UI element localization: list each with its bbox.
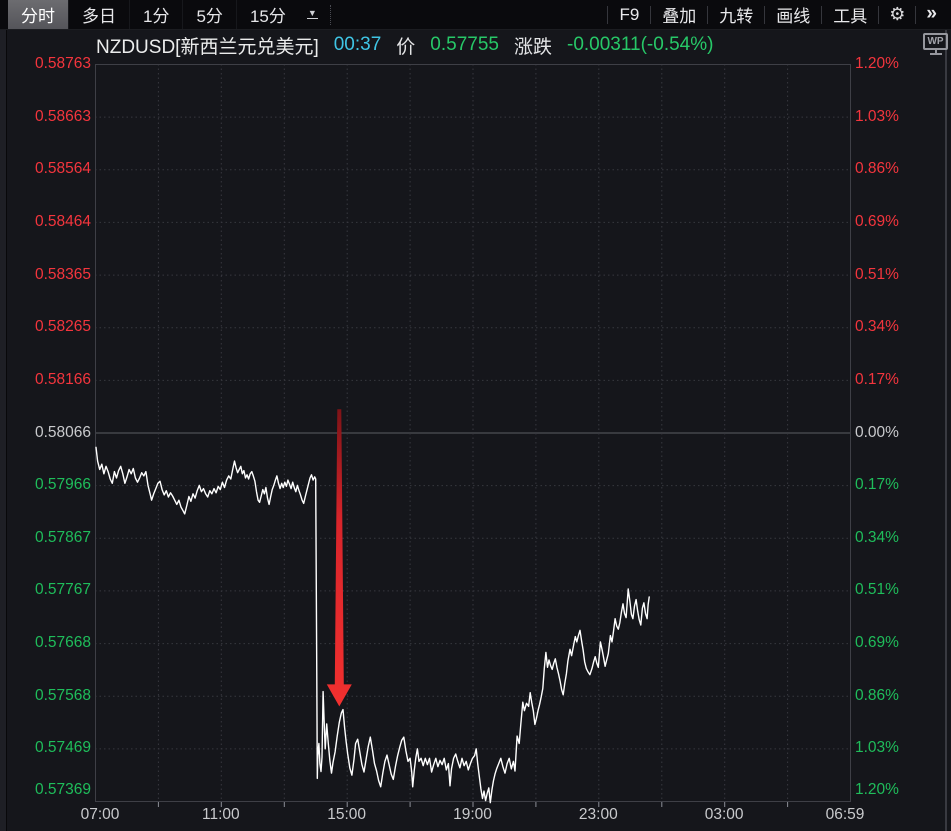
period-tab-1[interactable]: 多日 <box>68 0 129 29</box>
percent-tick-label: 0.34% <box>855 318 899 336</box>
toolbar-button-2[interactable]: 九转 <box>719 7 754 26</box>
toolbar-button-1[interactable]: 叠加 <box>662 7 697 26</box>
change-label: 涨跌 <box>513 36 552 58</box>
toolbar-separator <box>821 5 823 24</box>
quote-time: 00:37 <box>333 34 382 55</box>
monitor-stand <box>935 50 937 53</box>
period-tab-4[interactable]: 15分 <box>235 0 299 29</box>
last-price: 0.57755 <box>430 34 499 55</box>
wp-watermark-logo: WP <box>923 33 949 59</box>
percent-tick-label: 1.03% <box>855 739 899 757</box>
price-tick-label: 0.58365 <box>34 265 91 283</box>
time-tick-label: 11:00 <box>202 806 240 823</box>
percent-tick-label: 0.69% <box>855 634 899 652</box>
time-tick-label: 19:00 <box>453 806 492 823</box>
percent-tick-label: 0.17% <box>855 370 899 388</box>
toolbar-separator <box>764 5 766 24</box>
toolbar-separator <box>878 5 880 24</box>
toolbar-spacer <box>331 0 608 29</box>
percent-tick-label: 0.17% <box>855 476 899 494</box>
chevron-underline <box>306 18 318 19</box>
percent-tick-label: 0.86% <box>855 686 899 704</box>
toolbar-separator <box>707 5 709 24</box>
period-tab-3[interactable]: 5分 <box>182 0 235 29</box>
period-toolbar: 分时 多日 1分 5分 15分 ▼ F9 叠加 九转 画线 工具 ⚙ » <box>0 0 951 30</box>
toolbar-button-0[interactable]: F9 <box>619 4 640 24</box>
chevron-down-icon: ▼ <box>307 8 317 18</box>
price-tick-label: 0.57867 <box>34 528 91 546</box>
percent-tick-label: 1.20% <box>855 55 899 72</box>
price-tick-label: 0.58166 <box>34 370 91 388</box>
period-dropdown-button[interactable]: ▼ <box>299 0 326 29</box>
percent-tick-label: 1.20% <box>855 781 899 798</box>
percent-tick-label: 0.34% <box>855 528 899 546</box>
change-value: -0.00311(-0.54%) <box>567 34 714 55</box>
price-tick-label: 0.58265 <box>34 318 91 336</box>
percent-tick-label: 0.00% <box>855 423 899 441</box>
toolbar-button-3[interactable]: 画线 <box>776 7 811 26</box>
price-tick-label: 0.58564 <box>34 160 91 178</box>
period-tab-group: 分时 多日 1分 5分 15分 <box>0 0 299 29</box>
price-tick-label: 0.57767 <box>34 581 91 599</box>
time-tick-label: 03:00 <box>704 806 744 823</box>
time-tick-label: 07:00 <box>80 806 120 823</box>
monitor-base <box>930 53 942 55</box>
price-tick-label: 0.57966 <box>34 476 91 494</box>
price-tick-label: 0.58464 <box>34 212 91 230</box>
percent-tick-label: 1.03% <box>855 107 899 125</box>
symbol-name: NZDUSD[新西兰元兑美元] <box>96 36 319 58</box>
quote-header: NZDUSD[新西兰元兑美元] 00:37 价 0.57755 涨跌 -0.00… <box>96 33 714 58</box>
percent-tick-label: 0.69% <box>855 212 899 230</box>
toolbar-button-4[interactable]: 工具 <box>833 7 868 26</box>
time-tick-label: 06:59 <box>825 806 865 823</box>
toolbar-right-group: F9 叠加 九转 画线 工具 ⚙ » <box>607 0 951 29</box>
toolbar-separator <box>650 5 652 24</box>
percent-tick-label: 0.86% <box>855 160 899 178</box>
intraday-price-chart[interactable] <box>95 64 851 810</box>
left-panel-edge <box>0 30 7 831</box>
time-tick-label: 15:00 <box>327 806 367 823</box>
price-tick-label: 0.58066 <box>34 423 91 441</box>
price-tick-label: 0.58663 <box>34 107 91 125</box>
price-tick-label: 0.58763 <box>34 55 91 72</box>
right-panel-border <box>945 30 947 831</box>
watermark-text: WP <box>927 36 944 47</box>
toolbar-separator <box>915 5 917 24</box>
monitor-icon: WP <box>923 33 948 50</box>
price-tick-label: 0.57369 <box>34 781 91 798</box>
percent-tick-label: 0.51% <box>855 581 899 599</box>
period-tab-2[interactable]: 1分 <box>129 0 182 29</box>
toolbar-dotted-separator <box>329 4 331 25</box>
price-tick-label: 0.57668 <box>34 634 91 652</box>
price-label: 价 <box>396 36 416 58</box>
price-tick-label: 0.57469 <box>34 739 91 757</box>
gear-icon[interactable]: ⚙ <box>889 4 906 24</box>
percent-tick-label: 0.51% <box>855 265 899 283</box>
time-tick-label: 23:00 <box>578 806 618 823</box>
price-tick-label: 0.57568 <box>34 686 91 704</box>
overflow-chevrons-icon[interactable]: » <box>926 2 937 24</box>
period-tab-0[interactable]: 分时 <box>8 0 68 29</box>
toolbar-separator <box>607 5 609 24</box>
